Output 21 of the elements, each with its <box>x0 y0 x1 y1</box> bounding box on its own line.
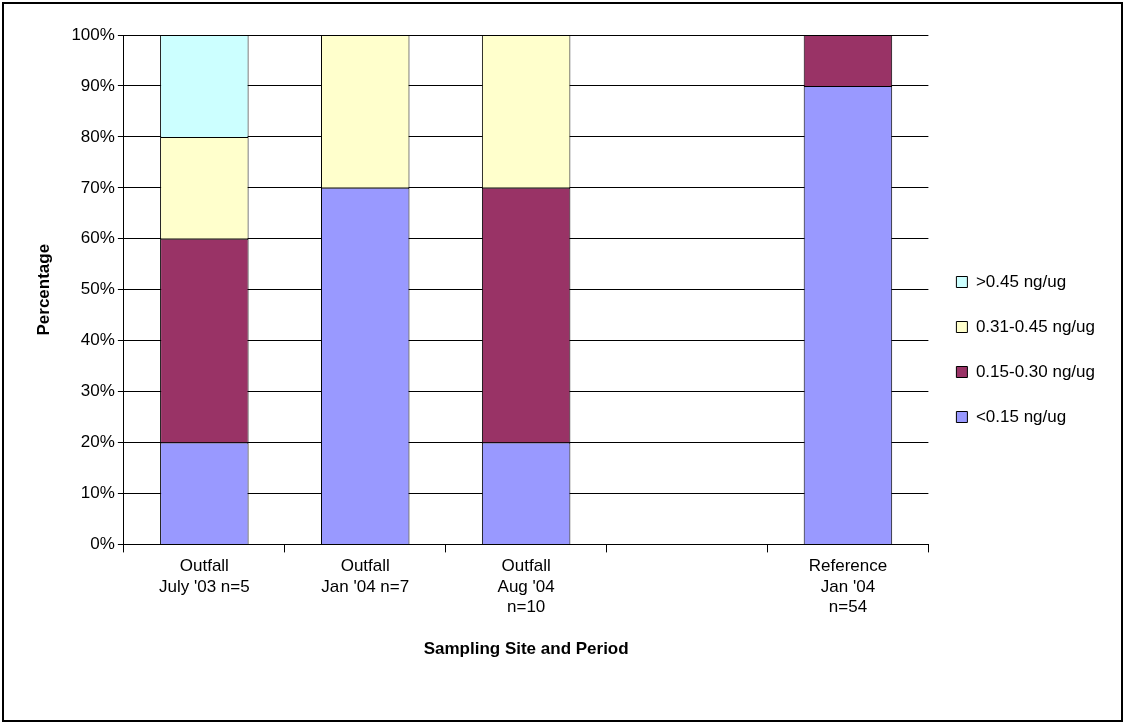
legend-label: 0.15-0.30 ng/ug <box>975 361 1096 381</box>
legend-label: <0.15 ng/ug <box>975 406 1067 426</box>
y-tick-label: 40% <box>80 330 115 350</box>
y-tick-label: 80% <box>80 126 115 146</box>
y-tick-label: 50% <box>80 279 115 299</box>
y-tick-label: 30% <box>80 381 115 401</box>
x-tick-label: Reference Jan '04 n=54 <box>808 556 888 617</box>
legend-label: 0.31-0.45 ng/ug <box>975 316 1096 336</box>
x-tick-label: Outfall Aug '04 n=10 <box>497 556 555 617</box>
x-tick-label: Outfall July '03 n=5 <box>159 556 250 596</box>
y-tick-label: 10% <box>80 483 115 503</box>
y-tick-label: 90% <box>80 75 115 95</box>
x-axis-title: Sampling Site and Period <box>423 639 629 659</box>
y-axis-title: Percentage <box>33 243 53 336</box>
x-tick-label: Outfall Jan '04 n=7 <box>321 556 410 596</box>
y-tick-label: 0% <box>90 534 115 554</box>
y-tick-label: 70% <box>80 177 115 197</box>
y-tick-label: 100% <box>71 24 115 44</box>
y-tick-label: 20% <box>80 432 115 452</box>
legend-label: >0.45 ng/ug <box>975 271 1067 291</box>
y-tick-label: 60% <box>80 228 115 248</box>
